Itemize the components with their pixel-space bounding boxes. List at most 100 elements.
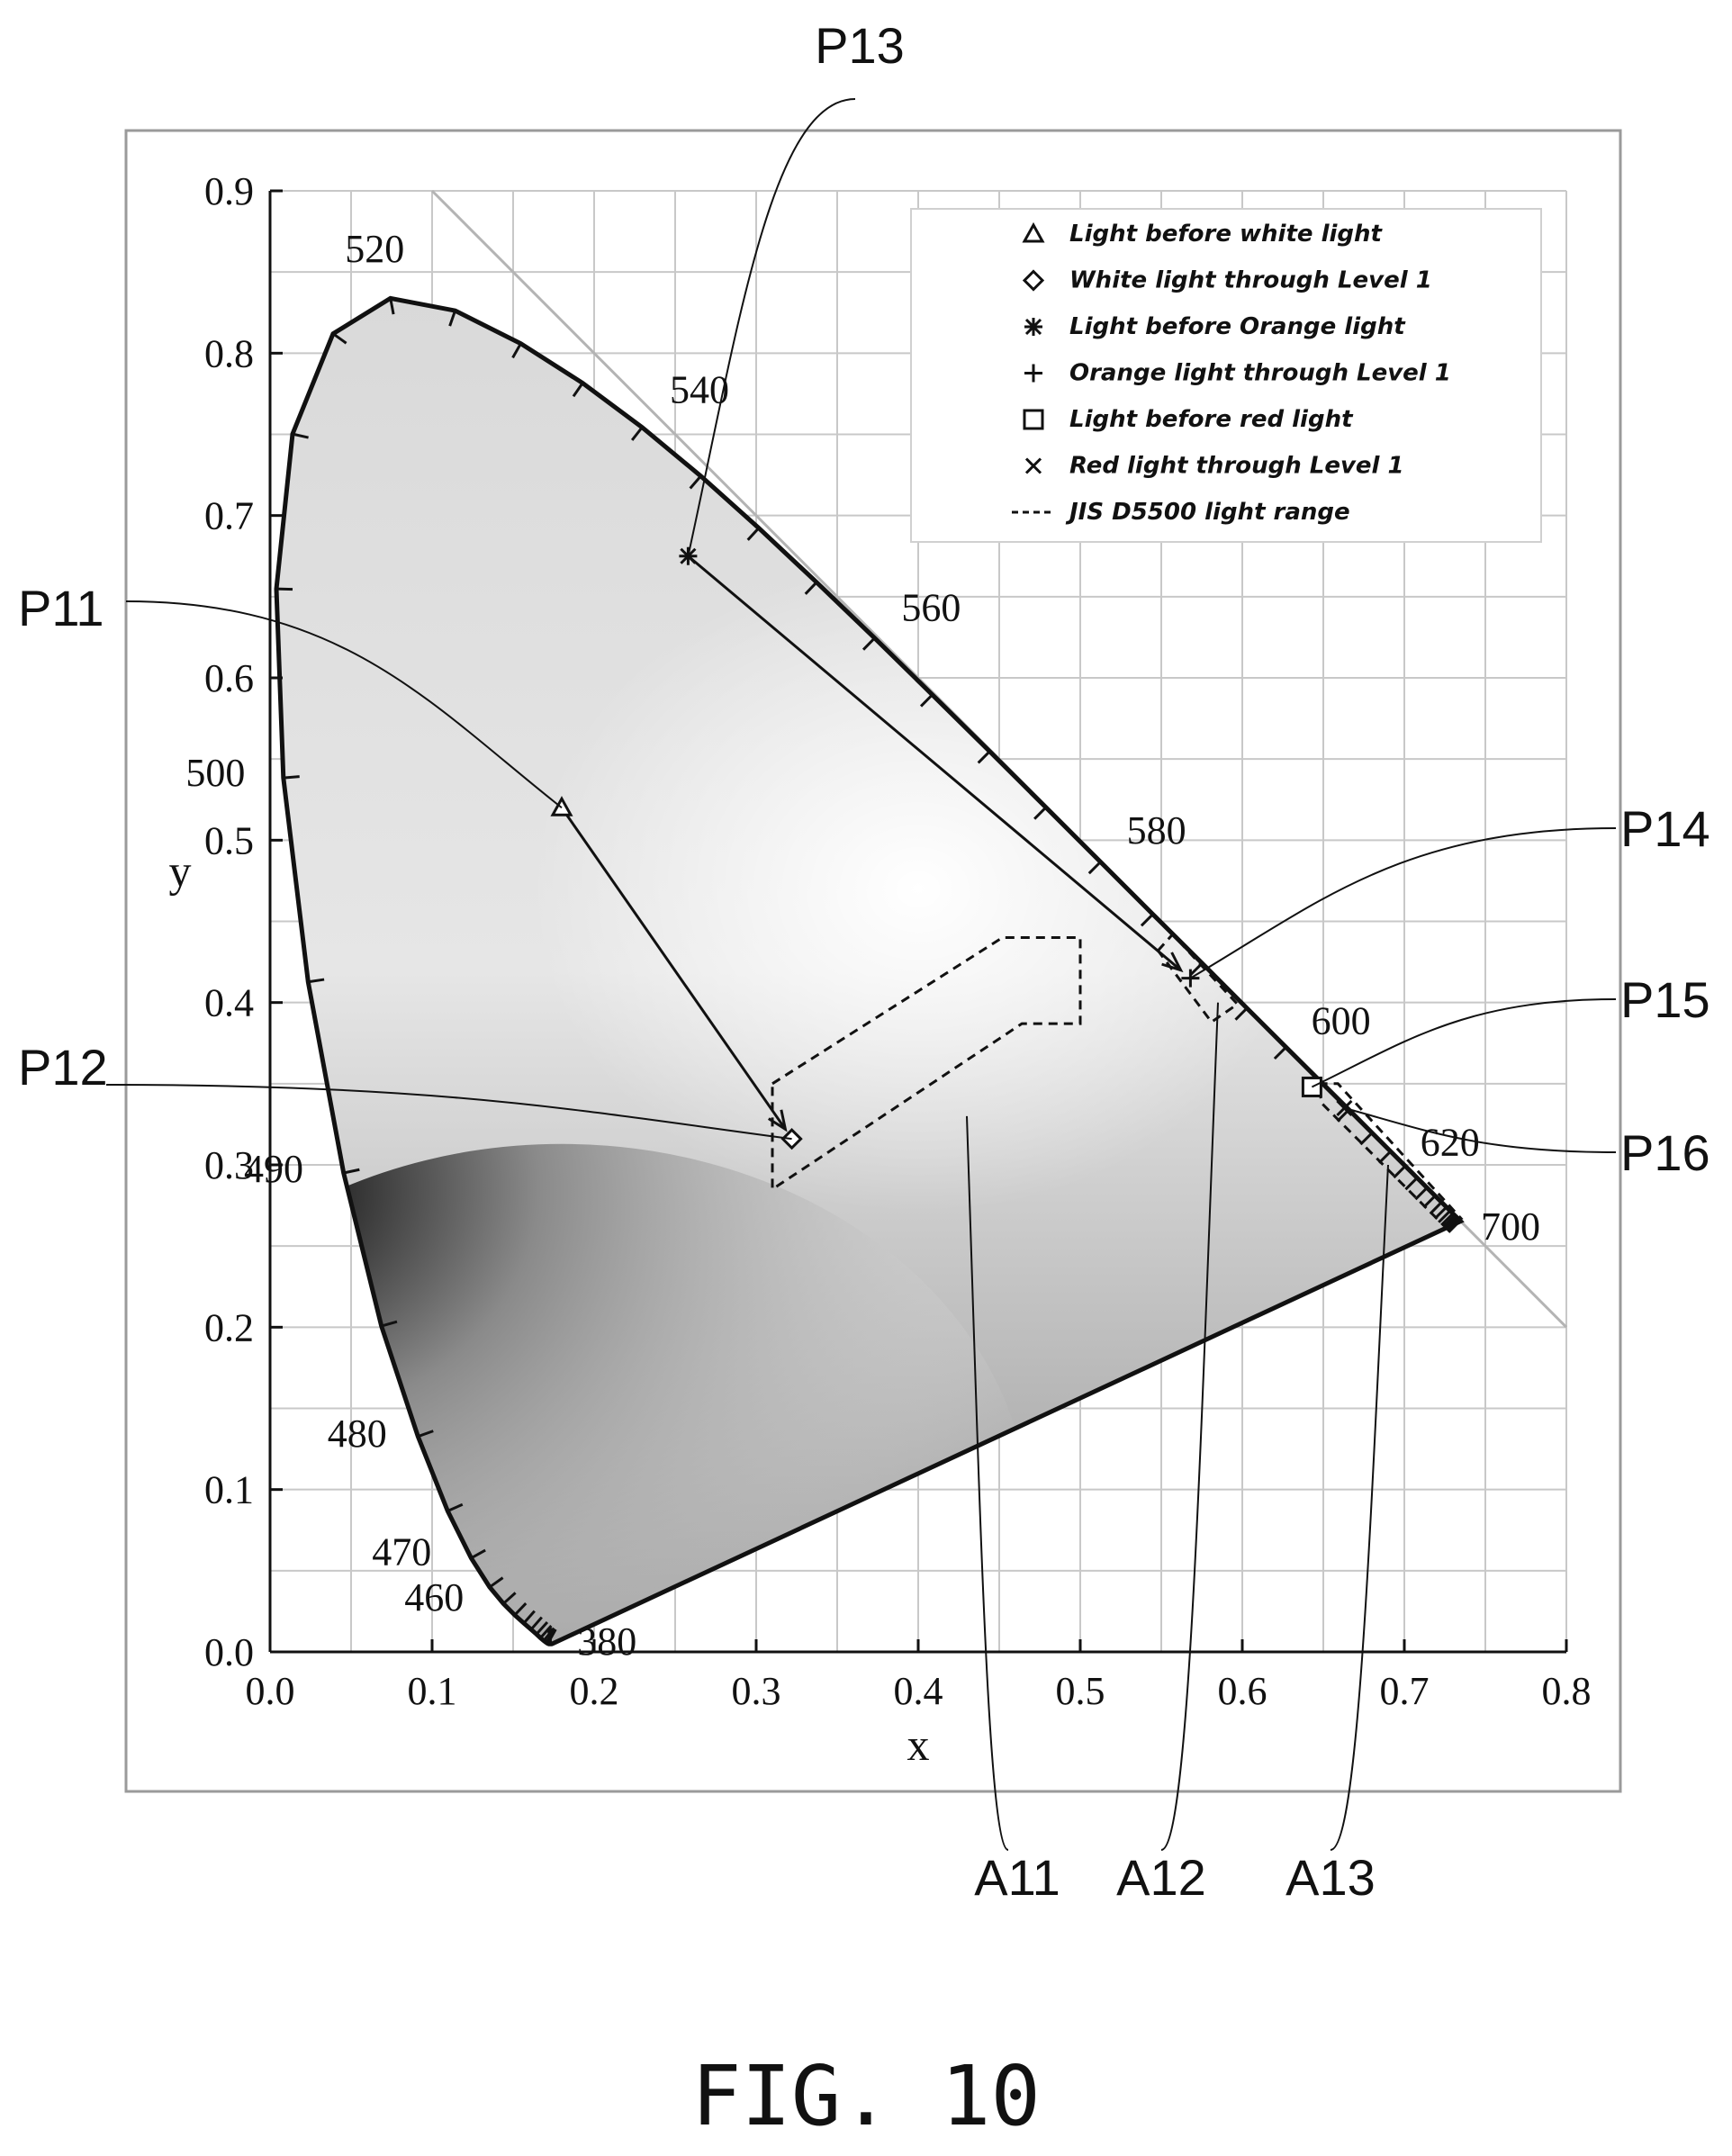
callout-label: A13 — [1285, 1849, 1376, 1906]
legend-symbol-diamond — [1022, 269, 1045, 292]
x-tick-label: 0.0 — [246, 1669, 295, 1713]
callout-label: P12 — [18, 1039, 108, 1096]
locus-tick — [522, 1610, 536, 1625]
locus-tick — [1434, 1205, 1448, 1220]
callout-leader — [125, 600, 563, 809]
wavelength-label: 580 — [1127, 808, 1186, 852]
x-tick-label: 0.6 — [1218, 1669, 1267, 1713]
locus-tick — [511, 342, 522, 359]
legend-symbol-square — [1023, 409, 1044, 430]
locus-tick — [283, 775, 300, 780]
x-tick-label: 0.1 — [408, 1669, 457, 1713]
jis-region-a11 — [771, 936, 1082, 1192]
locus-tick — [489, 1576, 504, 1589]
callouts: P11 P12 P13 P14 P15 P16 A11 A12 A13 — [18, 17, 1710, 1906]
callout-label: P11 — [18, 580, 104, 636]
locus-tick — [1429, 1201, 1443, 1215]
locus-tick — [1273, 1046, 1287, 1060]
x-tick-label: 0.7 — [1380, 1669, 1430, 1713]
callout-leader — [1160, 1002, 1219, 1851]
y-tick-label: 0.1 — [204, 1468, 254, 1512]
y-tick-label: 0.3 — [204, 1143, 254, 1187]
locus-tick — [381, 1320, 398, 1328]
locus-tick — [332, 332, 347, 345]
locus-tick — [1359, 1132, 1374, 1146]
arrow-head — [1161, 952, 1184, 973]
locus-tick — [630, 426, 644, 441]
wavelength-label: 700 — [1481, 1204, 1540, 1249]
callout-label: P13 — [815, 17, 905, 74]
shift-arrow — [560, 807, 787, 1131]
locus-tick — [977, 750, 991, 764]
legend: Light before white light White light thro… — [910, 208, 1542, 543]
x-tick-label: 0.5 — [1056, 1669, 1105, 1713]
wavelength-label: 460 — [404, 1575, 464, 1619]
legend-label: Red light through Level 1 — [1069, 453, 1404, 480]
y-tick-label: 0.2 — [204, 1305, 254, 1349]
locus-tick — [448, 310, 456, 327]
wavelength-label: 500 — [185, 751, 245, 795]
callout-leader — [1330, 1164, 1389, 1851]
locus-tick — [572, 382, 584, 398]
legend-symbol-asterisk — [1024, 318, 1042, 336]
y-tick-label: 0.0 — [204, 1630, 254, 1674]
locus-tick — [535, 1620, 549, 1636]
y-tick-label: 0.5 — [204, 818, 254, 862]
locus-tick — [389, 298, 395, 315]
y-tick-label: 0.8 — [204, 331, 254, 375]
figure-caption: FIG. 10 — [691, 2048, 1041, 2144]
blue-dark-region — [276, 1143, 1030, 1645]
locus-tick — [1033, 806, 1047, 820]
legend-label: Orange light through Level 1 — [1069, 360, 1451, 387]
y-tick-label: 0.4 — [204, 981, 254, 1025]
x-tick-label: 0.3 — [732, 1669, 781, 1713]
legend-label: Light before Orange light — [1069, 313, 1406, 340]
locus-tick — [1438, 1209, 1451, 1223]
locus-tick — [804, 581, 818, 595]
tick-labels: 0.0 0.1 0.2 0.3 0.4 0.5 0.6 0.7 0.8 0.0 0.1 0.2 0.3 0… — [204, 169, 1592, 1713]
wavelength-label: 600 — [1312, 998, 1371, 1042]
callout-label: P16 — [1620, 1124, 1710, 1181]
locus-tick — [1440, 1213, 1455, 1226]
wavelength-label: 520 — [345, 227, 404, 271]
callout-leader — [966, 1115, 1009, 1851]
locus-tick — [513, 1602, 528, 1617]
locus-tick — [502, 1592, 517, 1605]
callout-leader — [1344, 1106, 1617, 1153]
callout-label: P15 — [1620, 971, 1710, 1028]
jis-region-a13 — [1316, 1082, 1464, 1227]
locus-tick — [919, 693, 934, 708]
locus-tick — [542, 1627, 555, 1642]
arrow-head — [767, 1109, 788, 1132]
locus-tick — [308, 978, 325, 984]
locus-tick — [529, 1616, 543, 1631]
y-tick-label: 0.7 — [204, 494, 254, 538]
callout-label: A11 — [974, 1849, 1060, 1906]
locus-tick — [545, 1628, 557, 1644]
locus-tick — [343, 1168, 360, 1175]
y-tick-label: 0.6 — [204, 656, 254, 700]
locus-tick — [1404, 1177, 1419, 1191]
locus-tick — [470, 1548, 486, 1560]
locus-tick — [1087, 861, 1102, 875]
x-tick-label: 0.8 — [1542, 1669, 1592, 1713]
callout-leader — [687, 98, 856, 556]
locus-tick — [1448, 1219, 1461, 1233]
locus-tick — [1234, 1006, 1249, 1021]
wavelength-label: 480 — [328, 1412, 387, 1456]
locus-outline — [274, 295, 1465, 1646]
locus-tick — [292, 432, 309, 439]
x-tick-label: 0.4 — [894, 1669, 943, 1713]
locus-tick — [1393, 1165, 1407, 1179]
locus-tick — [689, 474, 702, 490]
legend-symbol-cross — [1024, 457, 1042, 474]
wavelength-label: 560 — [901, 586, 961, 630]
callout-leader — [105, 1084, 792, 1141]
wavelength-label: 470 — [372, 1529, 431, 1574]
y-tick-label: 0.9 — [204, 169, 254, 213]
outer-frame — [124, 129, 1622, 1793]
legend-symbol-triangle — [1022, 221, 1045, 243]
locus-tick — [861, 636, 876, 651]
wavelength-label: 620 — [1421, 1121, 1480, 1165]
